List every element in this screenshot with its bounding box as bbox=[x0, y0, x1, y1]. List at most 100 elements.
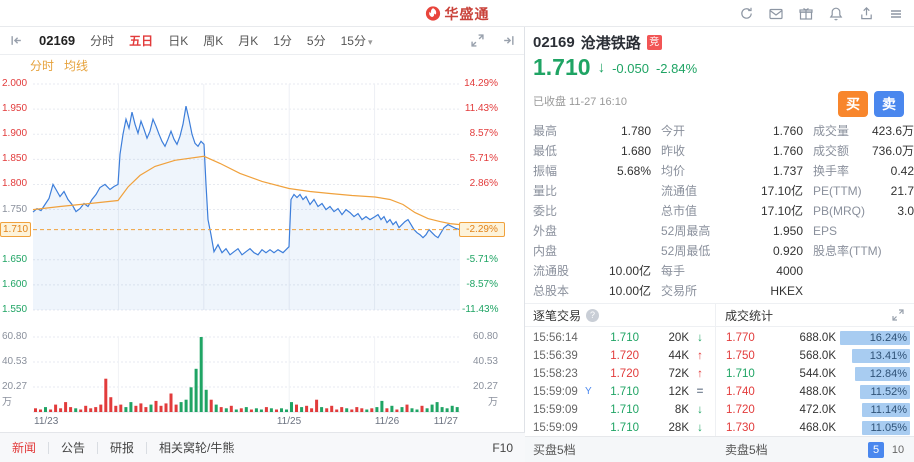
chart-legend: 分时 均线 bbox=[30, 57, 88, 74]
mail-icon[interactable] bbox=[768, 6, 784, 22]
tab-five-day[interactable]: 五日 bbox=[129, 34, 154, 48]
trade-mark: Y bbox=[585, 386, 592, 397]
volume-bar bbox=[114, 405, 118, 412]
tab-15min[interactable]: 15分 ▾ bbox=[341, 32, 373, 49]
stat-price: 1.710 bbox=[726, 368, 755, 380]
volume-stat-row[interactable]: 1.710 544.0K 12.84% bbox=[716, 365, 914, 383]
tab-5min[interactable]: 5分 bbox=[306, 34, 326, 48]
chart-toolbar: 02169 分时 五日 日K 周K 月K 1分 5分 15分 ▾ bbox=[0, 27, 524, 55]
tab-week-k[interactable]: 周K bbox=[203, 34, 224, 48]
volume-bar bbox=[49, 409, 53, 412]
volume-bar bbox=[74, 408, 78, 412]
volume-stat-row[interactable]: 1.730 468.0K 11.05% bbox=[716, 419, 914, 437]
quote-cell: 52周最高 1.950 bbox=[661, 221, 803, 241]
quote-cell: 振幅 5.68% bbox=[533, 161, 651, 181]
trade-direction-icon: ↑ bbox=[697, 350, 703, 362]
quote-cell: 昨收 1.760 bbox=[661, 141, 803, 161]
volume-bar bbox=[34, 408, 37, 412]
trade-row[interactable]: 15:59:09 1.710 8K ↓ bbox=[525, 401, 715, 419]
collapse-right-icon[interactable] bbox=[500, 33, 516, 49]
volume-bar bbox=[295, 404, 298, 412]
volume-bar bbox=[310, 408, 314, 412]
refresh-icon[interactable] bbox=[738, 6, 754, 22]
tab-15min-label: 15分 bbox=[340, 34, 366, 48]
volume-axis-label: 60.80 bbox=[472, 331, 498, 342]
volume-bar bbox=[169, 393, 173, 412]
buy-button[interactable]: 买 bbox=[838, 91, 868, 117]
quote-cell: 最高 1.780 bbox=[533, 121, 651, 141]
volume-bar bbox=[340, 407, 344, 412]
pager-10[interactable]: 10 bbox=[891, 444, 905, 456]
trade-price: 1.720 bbox=[610, 350, 639, 362]
quote-label: 换手率 bbox=[813, 164, 850, 178]
collapse-left-icon[interactable] bbox=[8, 33, 24, 49]
tab-timeshare[interactable]: 分时 bbox=[90, 34, 115, 48]
stat-price: 1.750 bbox=[726, 350, 755, 362]
app-logo: 华盛通 bbox=[0, 0, 914, 27]
tab-announcements[interactable]: 公告 bbox=[61, 441, 86, 455]
volume-stat-row[interactable]: 1.770 688.0K 16.24% bbox=[716, 329, 914, 347]
tab-day-k[interactable]: 日K bbox=[168, 34, 189, 48]
tab-volume-stats[interactable]: 成交统计 bbox=[725, 308, 774, 323]
sell-button[interactable]: 卖 bbox=[874, 91, 904, 117]
tab-month-k[interactable]: 月K bbox=[238, 34, 259, 48]
quote-value: 10.00亿 bbox=[608, 284, 651, 298]
stock-code: 02169 bbox=[533, 34, 575, 51]
trade-qty: 20K bbox=[668, 332, 689, 344]
trade-row[interactable]: 15:59:09 1.710 28K ↓ bbox=[525, 419, 715, 437]
quote-value: 21.7 bbox=[890, 184, 914, 198]
quote-value: 0.920 bbox=[772, 244, 803, 258]
bell-icon[interactable] bbox=[828, 6, 844, 22]
quote-value: 10.00亿 bbox=[608, 264, 651, 278]
news-tab-bar: 新闻 公告 研报 相关窝轮/牛熊 F10 bbox=[0, 432, 525, 462]
volume-bar bbox=[355, 407, 359, 412]
quote-row: 流通股 10.00亿 每手 4000 bbox=[533, 261, 914, 281]
quote-value: 4000 bbox=[776, 264, 803, 278]
volume-bar bbox=[455, 407, 459, 412]
tab-warrants-cbbc[interactable]: 相关窝轮/牛熊 bbox=[159, 441, 235, 455]
price-axis-label: 1.600 bbox=[2, 278, 28, 290]
tab-1min[interactable]: 1分 bbox=[273, 34, 292, 48]
gift-icon[interactable] bbox=[798, 6, 814, 22]
five-day-chart[interactable] bbox=[0, 55, 525, 432]
more-menu-icon[interactable] bbox=[888, 6, 904, 22]
volume-bar bbox=[159, 405, 163, 412]
volume-bar bbox=[330, 405, 334, 412]
stat-percent: 12.84% bbox=[869, 368, 907, 380]
trade-row[interactable]: 15:56:39 1.720 44K ↑ bbox=[525, 347, 715, 365]
expand-panel-icon[interactable] bbox=[890, 307, 906, 323]
quote-label: 52周最低 bbox=[661, 244, 711, 258]
stat-bar: 16.24% bbox=[840, 330, 910, 346]
volume-bar bbox=[360, 408, 364, 412]
trade-row[interactable]: 15:56:14 1.710 20K ↓ bbox=[525, 329, 715, 347]
volume-stat-row[interactable]: 1.740 488.0K 11.52% bbox=[716, 383, 914, 401]
tab-tick-trades[interactable]: 逐笔交易 ? bbox=[533, 307, 600, 324]
topbar: 华盛通 bbox=[0, 0, 914, 27]
depth-footer: 买盘5档 卖盘5档 5 10 bbox=[525, 436, 914, 462]
expand-chart-icon[interactable] bbox=[469, 33, 485, 49]
stat-bar: 11.05% bbox=[842, 420, 910, 436]
tab-f10[interactable]: F10 bbox=[492, 440, 513, 455]
volume-stat-row[interactable]: 1.720 472.0K 11.14% bbox=[716, 401, 914, 419]
tab-news[interactable]: 新闻 bbox=[12, 441, 37, 455]
trade-time: 15:59:09 bbox=[533, 386, 578, 398]
trade-row[interactable]: 15:58:23 1.720 72K ↑ bbox=[525, 365, 715, 383]
quote-label: EPS bbox=[813, 224, 838, 238]
trade-row[interactable]: 15:59:09 Y 1.710 12K = bbox=[525, 383, 715, 401]
trade-qty: 12K bbox=[668, 386, 689, 398]
pager-5[interactable]: 5 bbox=[868, 442, 884, 458]
help-icon[interactable]: ? bbox=[586, 308, 600, 322]
price-axis-label: 1.850 bbox=[2, 153, 28, 165]
share-icon[interactable] bbox=[858, 6, 874, 22]
price-axis-label: 1.800 bbox=[2, 178, 28, 190]
volume-stat-row[interactable]: 1.750 568.0K 13.41% bbox=[716, 347, 914, 365]
volume-axis-label: 20.27 bbox=[2, 380, 28, 392]
volume-bar bbox=[54, 404, 58, 412]
volume-bar bbox=[390, 405, 394, 412]
quote-cell: EPS bbox=[813, 221, 914, 241]
tab-research[interactable]: 研报 bbox=[110, 441, 135, 455]
quote-value: 17.10亿 bbox=[760, 204, 803, 218]
buy-depth-link[interactable]: 买盘5档 bbox=[533, 443, 576, 457]
sell-depth-link[interactable]: 卖盘5档 bbox=[725, 443, 768, 457]
